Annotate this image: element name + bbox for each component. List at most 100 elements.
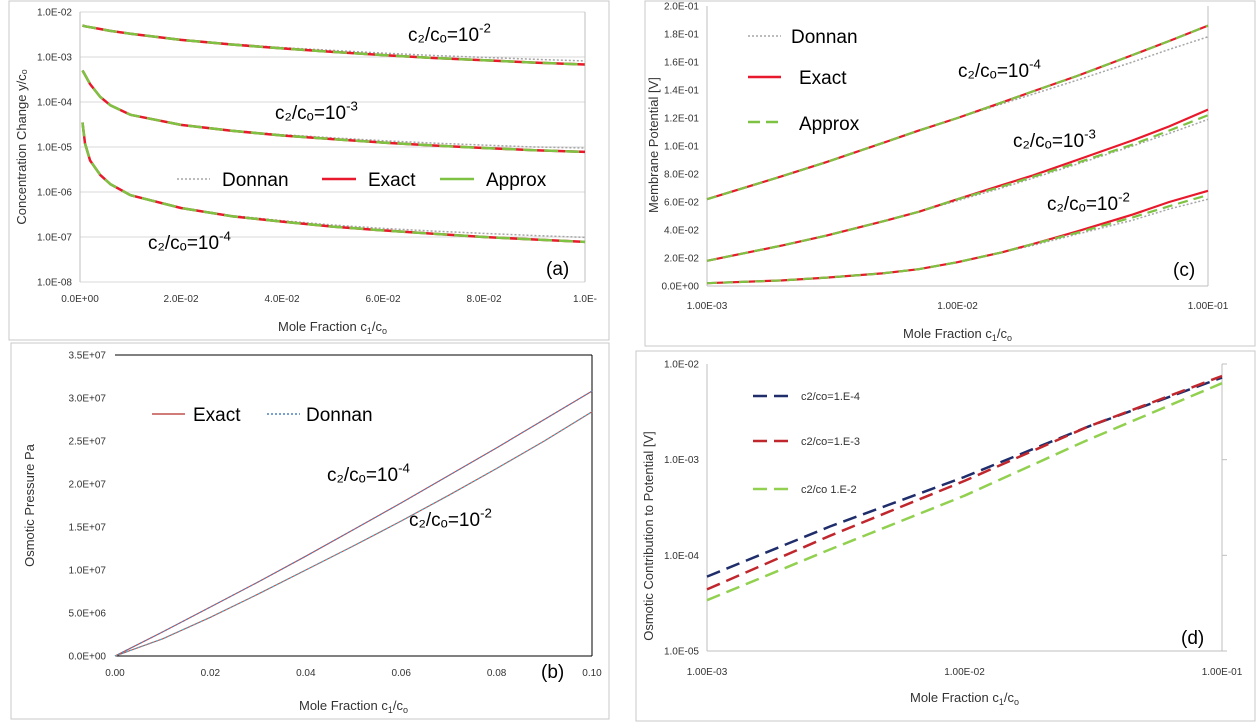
curve-label-1e-4-base: c₂/cₒ=10 [148,233,219,254]
series-line-c2-co-1e-3-approx [706,114,1209,262]
curve-label-1e-2-base: c₂/cₒ=10 [1047,194,1118,215]
x-axis-title-mid: /c [393,698,404,713]
y-axis-title: Osmotic Pressure Pa [22,443,37,567]
y-tick-label: 1.0E-02 [664,360,699,371]
y-axis-title: Concentration Change y/cₒ [14,69,29,224]
y-tick-label: 5.0E+06 [68,609,106,620]
y-tick-label: 1.8E-01 [664,30,699,41]
curve-label-1e-4-exp: -4 [219,228,231,243]
y-tick-label: 1.0E-08 [37,278,72,289]
legend-label-2: c2/co=1.E-3 [801,436,860,448]
curve-label-1e-3-base: c₂/cₒ=10 [275,103,346,124]
y-tick-label: 6.0E-02 [664,198,699,209]
series-line-c2-co-1e-4-donnan [114,390,593,657]
x-tick-label: 6.0E-02 [365,294,400,305]
y-tick-label: 0.0E+00 [68,652,106,663]
y-tick-label: 1.0E-07 [37,233,72,244]
y-tick-label: 1.0E-03 [37,53,72,64]
y-tick-label: 0.0E+00 [661,282,699,293]
curve-label-1e-2-exp: -2 [1118,189,1130,204]
y-tick-label: 2.0E-01 [664,2,699,13]
y-tick-label: 1.0E-05 [664,647,699,658]
curve-label-1e-4: c₂/cₒ=10-4 [327,460,410,486]
x-tick-label: 1.00E-02 [944,667,985,678]
x-axis-title-sub2: o [1007,333,1012,343]
x-axis-title: Mole Fraction c1/co [910,690,1019,707]
y-tick-label: 1.0E-05 [37,143,72,154]
x-axis-title-main: Mole Fraction c [299,698,388,713]
curve-label-1e-2-exp: -2 [480,505,492,520]
y-tick-label: 1.0E-06 [37,188,72,199]
y-tick-label: 1.0E-04 [664,551,699,562]
x-tick-label: 0.10 [582,668,602,679]
y-tick-label: 1.0E-03 [664,455,699,466]
series-line-c2-co-1e-3-donnan [706,118,1209,262]
series-line-c2-co-1e-4-approx [81,122,586,244]
x-axis-title-sub1: 1 [367,326,372,336]
x-axis-title-sub1: 1 [999,697,1004,707]
y-tick-label: 2.5E+07 [68,437,106,448]
x-tick-label: 2.0E-02 [163,294,198,305]
x-tick-label: 0.0E+00 [61,294,99,305]
curve-label-1e-3-exp: -3 [1084,126,1096,141]
legend-label-exact: Exact [799,68,847,89]
x-tick-label: 0.06 [391,668,411,679]
curve-label-1e-3-exp: -3 [346,98,358,113]
x-tick-label: 1.00E-01 [1202,667,1243,678]
y-axis-title: Membrane Potential [V] [646,77,661,213]
x-axis-title-sub1: 1 [388,705,393,715]
legend-label-approx: Approx [799,114,860,135]
x-axis-title: Mole Fraction c1/co [278,319,387,336]
legend-label-1: c2/co=1.E-4 [801,391,860,403]
series-line-c2-co-1-e-2 [706,382,1223,602]
series-line-c2-co-1-e-3 [706,374,1223,591]
y-tick-label: 1.6E-01 [664,58,699,69]
x-tick-label: 1.00E-03 [687,301,728,312]
curve-label-1e-3-base: c₂/cₒ=10 [1013,131,1084,152]
curve-label-1e-4-base: c₂/cₒ=10 [958,61,1029,82]
legend-label-approx: Approx [486,170,547,191]
x-axis-title-mid: /c [1004,690,1015,705]
series-line-c2-co-1e-2-approx [706,193,1209,285]
x-tick-label: 0.08 [487,668,507,679]
curve-label-1e-4-exp: -4 [1029,56,1041,71]
x-tick-label: 0.02 [201,668,221,679]
curve-label-1e-4: c₂/cₒ=10-4 [958,56,1041,82]
panel-c: 0.0E+00 2.0E-02 4.0E-02 6.0E-02 8.0E-02 1.0E-… [646,2,1229,344]
panel-d: 1.0E-05 1.0E-04 1.0E-03 1.0E-02 1.00E-03 1.00… [641,360,1243,708]
x-tick-label: 8.0E-02 [466,294,501,305]
y-tick-label: 1.2E-01 [664,114,699,125]
curve-label-1e-2: c₂/cₒ=10-2 [1047,189,1130,215]
x-axis-title: Mole Fraction c1/co [299,698,408,715]
x-tick-label: 0.00 [105,668,125,679]
y-tick-label: 4.0E-02 [664,226,699,237]
y-tick-label: 1.0E+07 [68,566,106,577]
x-tick-label: 0.04 [296,668,316,679]
x-tick-label: 1.00E-03 [687,667,728,678]
x-axis-title-main: Mole Fraction c [910,690,999,705]
legend-label-3: c2/co 1.E-2 [801,484,857,496]
panel-label: (a) [546,259,569,280]
y-tick-label: 1.0E-02 [37,8,72,19]
panel-label: (c) [1173,260,1195,281]
x-axis-title-sub2: o [1014,697,1019,707]
curve-label-1e-2-exp: -2 [479,20,491,35]
y-tick-label: 1.5E+07 [68,523,106,534]
x-tick-label: 1.0E- [573,294,597,305]
panel-label: (b) [541,662,564,683]
panel-d-frame [635,350,1256,722]
legend-label-exact: Exact [368,170,416,191]
y-tick-label: 8.0E-02 [664,170,699,181]
y-tick-label: 1.0E-01 [664,142,699,153]
x-axis-title-sub2: o [403,705,408,715]
y-tick-label: 1.4E-01 [664,86,699,97]
x-tick-label: 1.00E-01 [1188,301,1229,312]
x-axis-title-main: Mole Fraction c [278,319,367,334]
panel-label: (d) [1181,628,1204,649]
x-axis-title-mid: /c [372,319,383,334]
x-axis-title-sub1: 1 [992,333,997,343]
legend-label-exact: Exact [193,405,241,426]
legend-label-donnan: Donnan [306,405,373,426]
x-axis-title: Mole Fraction c1/co [903,326,1012,343]
